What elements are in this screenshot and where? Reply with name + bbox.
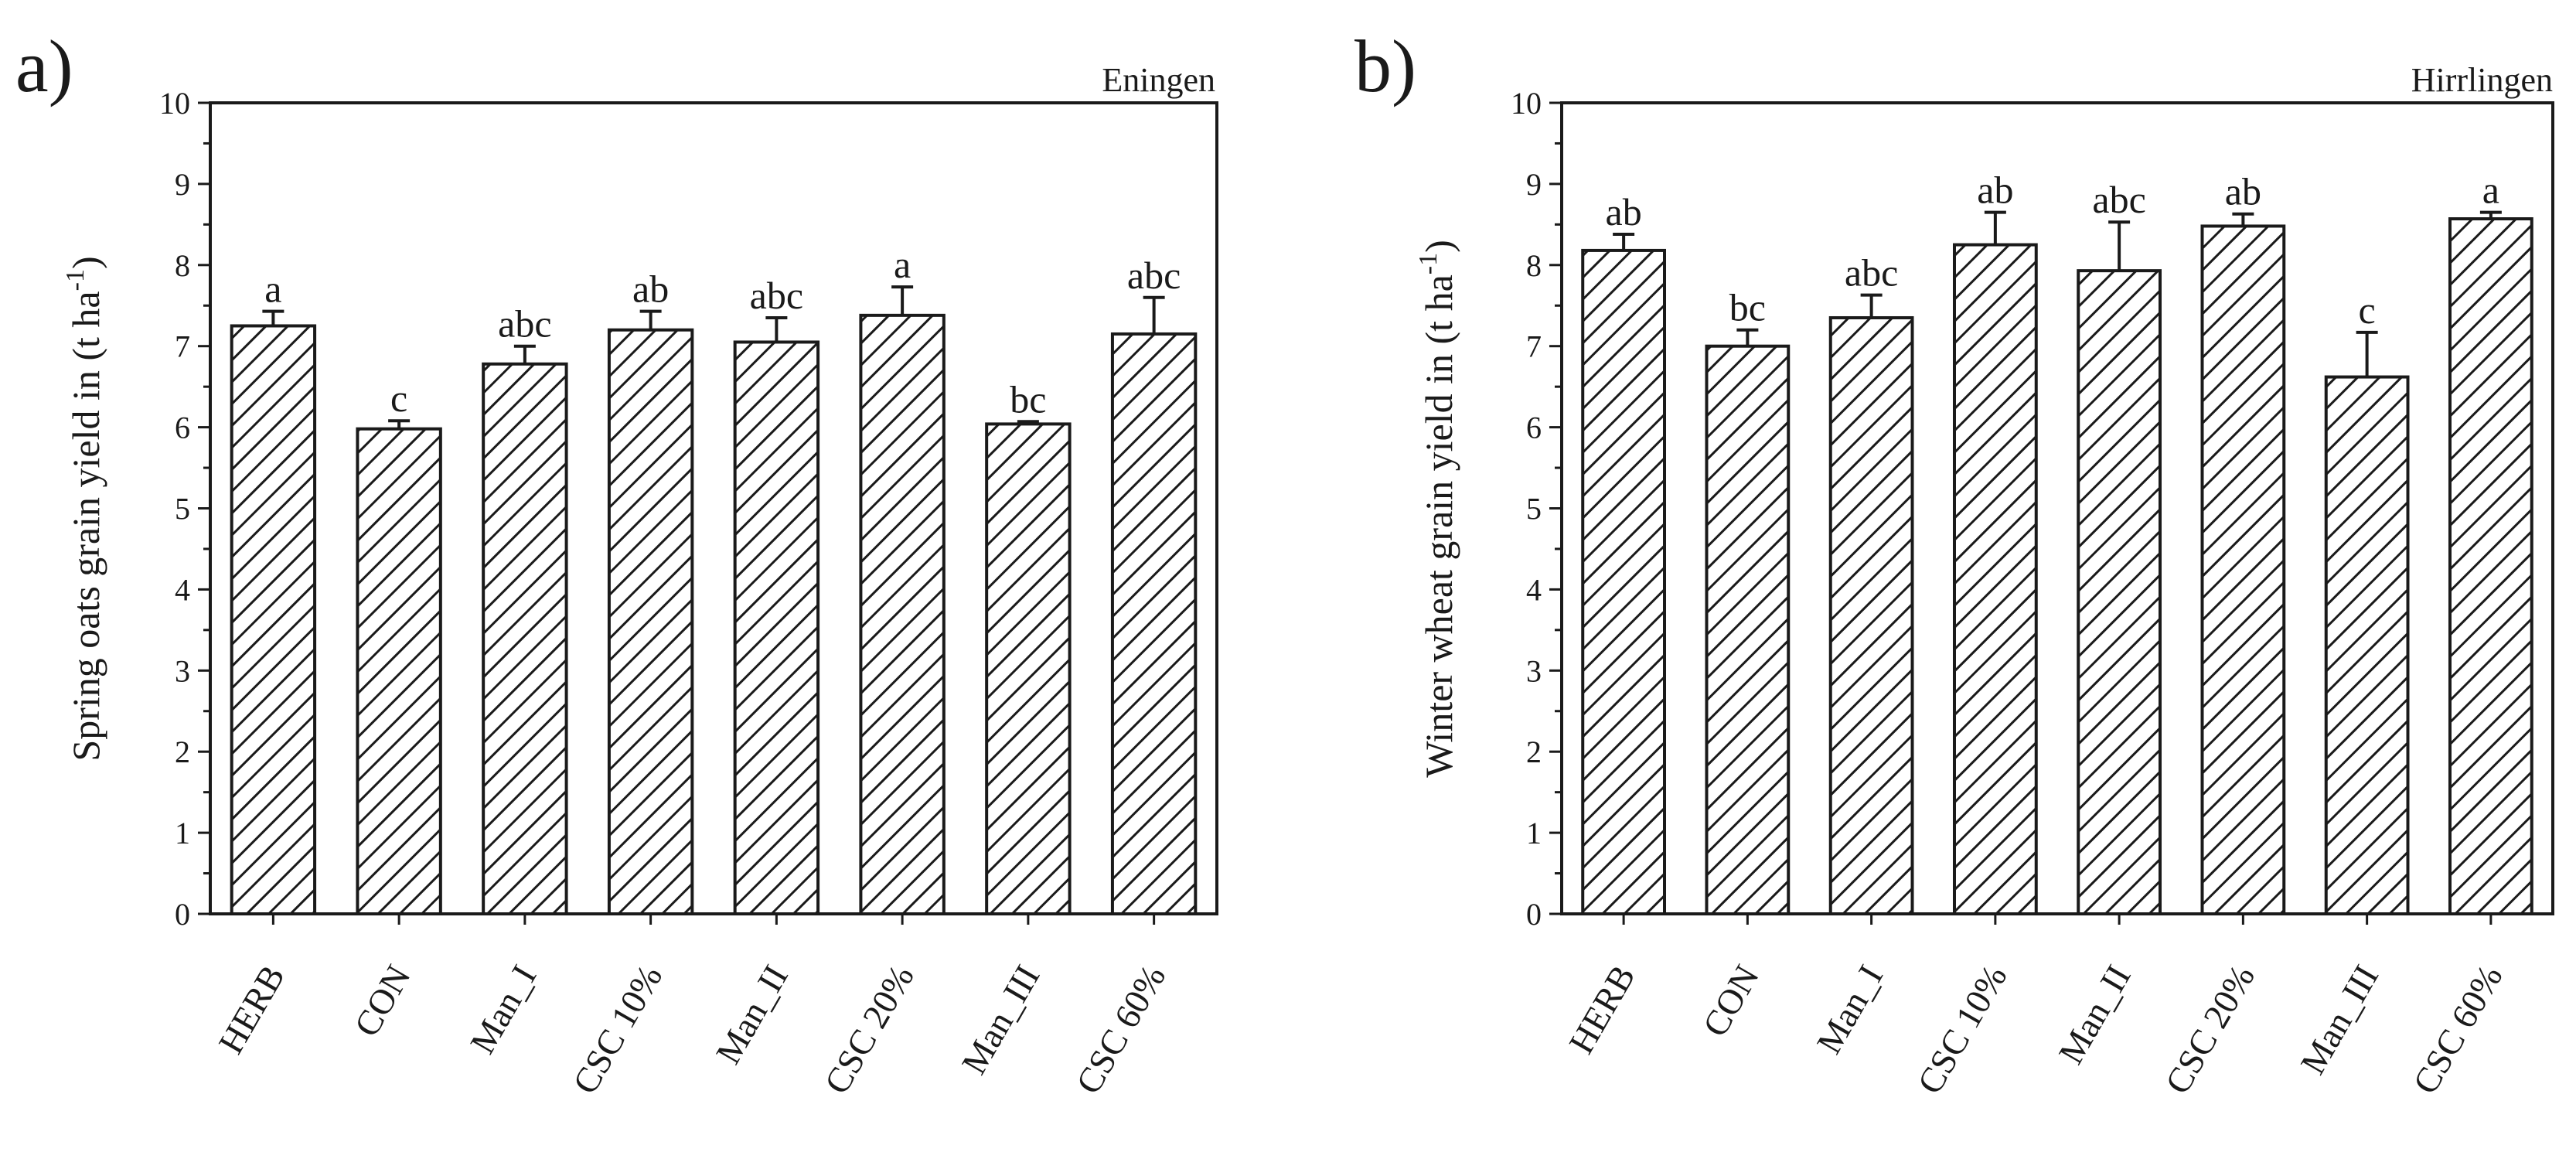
- bar-man-ii: [733, 340, 820, 915]
- plot-frame: [209, 101, 1218, 915]
- bar-man-i: [1828, 315, 1914, 915]
- bar-man-ii: [2077, 269, 2162, 915]
- y-tick-label: 0: [175, 897, 190, 932]
- y-tick-label: 5: [1526, 492, 1542, 527]
- y-tick-label: 9: [1526, 167, 1542, 202]
- bar-man-i: [482, 362, 568, 915]
- y-axis-label-main: Spring oats grain yield in (t ha: [64, 291, 107, 761]
- panel-label: a): [15, 25, 73, 107]
- bar-csc-10-: [1952, 243, 2038, 915]
- significance-letter: abc: [750, 274, 803, 317]
- site-label: Hirrlingen: [2411, 61, 2553, 99]
- y-tick-label: 7: [1526, 329, 1542, 364]
- significance-letter: a: [2482, 169, 2499, 212]
- significance-letter: abc: [1845, 251, 1898, 295]
- y-axis-label-end: ): [64, 256, 107, 269]
- bar-man-iii: [985, 422, 1072, 915]
- y-tick-label: 8: [175, 248, 190, 283]
- y-tick-label: 10: [159, 86, 190, 121]
- bar-csc-20-: [859, 313, 946, 915]
- bar-csc-60-: [1110, 332, 1198, 915]
- y-tick-label: 7: [175, 329, 190, 364]
- plot-frame: [1560, 101, 2554, 915]
- y-axis-label-superscript: -1: [61, 269, 90, 291]
- bar-con: [356, 427, 442, 915]
- significance-letter: abc: [2092, 178, 2145, 221]
- y-tick-label: 3: [1526, 653, 1542, 688]
- y-tick-label: 6: [175, 411, 190, 445]
- y-tick-label: 4: [1526, 572, 1542, 607]
- significance-letter: ab: [1977, 169, 2013, 212]
- bar-herb: [230, 324, 317, 916]
- panel-label: b): [1354, 25, 1416, 107]
- site-label: Eningen: [1102, 61, 1215, 99]
- bar-csc-10-: [607, 328, 694, 916]
- significance-letter: ab: [1606, 190, 1642, 233]
- y-tick-label: 10: [1511, 86, 1542, 121]
- y-tick-label: 1: [1526, 816, 1542, 850]
- y-tick-label: 9: [175, 167, 190, 202]
- significance-letter: ab: [632, 268, 669, 311]
- y-tick-label: 0: [1526, 897, 1542, 932]
- significance-letter: c: [2359, 288, 2376, 332]
- significance-letter: abc: [1127, 254, 1181, 297]
- bar-man-iii: [2324, 375, 2410, 915]
- y-axis-label: Spring oats grain yield in (t ha-1): [61, 256, 107, 761]
- y-tick-label: 2: [1526, 734, 1542, 769]
- y-tick-label: 8: [1526, 248, 1542, 283]
- significance-letter: c: [390, 377, 407, 420]
- bar-csc-20-: [2200, 224, 2286, 915]
- significance-letter: abc: [498, 302, 551, 346]
- y-tick-label: 4: [175, 572, 190, 607]
- y-axis-label-main: Winter wheat grain yield in (t ha: [1417, 274, 1460, 778]
- bar-con: [1705, 344, 1791, 915]
- y-tick-label: 1: [175, 816, 190, 850]
- significance-letter: a: [264, 268, 281, 311]
- y-tick-label: 5: [175, 492, 190, 527]
- y-tick-label: 6: [1526, 411, 1542, 445]
- significance-letter: bc: [1010, 377, 1046, 421]
- y-tick-label: 3: [175, 653, 190, 688]
- y-tick-label: 2: [175, 734, 190, 769]
- y-axis-label-end: ): [1417, 240, 1460, 253]
- y-axis-label-superscript: -1: [1414, 253, 1443, 274]
- significance-letter: ab: [2225, 170, 2261, 213]
- bar-csc-60-: [2448, 217, 2533, 915]
- significance-letter: bc: [1729, 286, 1766, 329]
- significance-letter: a: [894, 243, 911, 286]
- y-axis-label: Winter wheat grain yield in (t ha-1): [1414, 240, 1460, 778]
- bar-herb: [1581, 248, 1667, 915]
